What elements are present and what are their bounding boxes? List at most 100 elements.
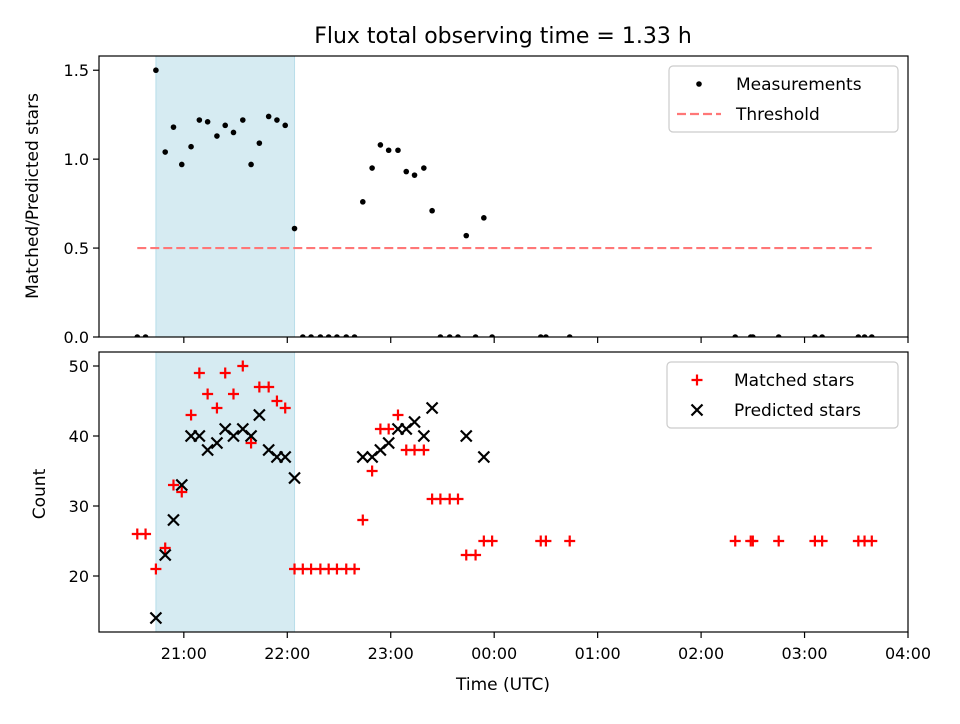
- matched-stars-point-23: [331, 563, 343, 575]
- predicted-stars-point-5: [193, 429, 206, 443]
- measurement-point-50: [819, 334, 825, 337]
- predicted-stars-point-6: [201, 443, 214, 457]
- predicted-stars-point-2: [167, 513, 180, 527]
- measurement-point-51: [855, 334, 862, 337]
- measurement-point-52: [861, 334, 868, 337]
- measurement-point-13: [248, 161, 254, 168]
- bottom-y-tick-label-2: 40: [69, 427, 89, 446]
- predicted-stars-point-1: [158, 548, 172, 562]
- chart-title: Flux total observing time = 1.33 h: [314, 24, 692, 49]
- measurement-point-48: [775, 334, 782, 337]
- matched-stars-point-30: [392, 409, 404, 421]
- bottom-y-tick-label-3: 50: [69, 357, 89, 376]
- predicted-stars-point-27: [477, 450, 491, 464]
- matched-stars-point-16: [271, 395, 283, 407]
- matched-stars-point-47: [747, 535, 759, 547]
- top-y-tick-label-3: 1.5: [64, 61, 89, 80]
- measurement-point-27: [369, 165, 375, 171]
- measurement-point-4: [170, 124, 177, 130]
- matched-stars-point-3: [159, 542, 171, 554]
- legend-label-threshold: Threshold: [735, 105, 820, 125]
- measurement-point-40: [481, 215, 487, 221]
- matched-stars-point-20: [305, 563, 317, 575]
- predicted-stars-point-11: [244, 429, 258, 443]
- predicted-stars-point-25: [425, 401, 439, 415]
- measurement-point-7: [196, 117, 203, 123]
- bottom-axes-frame: [98, 351, 909, 633]
- matched-stars-point-8: [202, 388, 214, 400]
- matched-stars-point-4: [167, 479, 179, 491]
- matched-stars-point-13: [245, 437, 257, 449]
- measurement-point-42: [537, 334, 544, 337]
- predicted-stars-point-26: [459, 429, 473, 443]
- bottom-legend-box: [666, 361, 899, 429]
- bottom-legend: Matched stars Predicted stars: [666, 361, 899, 429]
- measurement-point-29: [385, 147, 392, 154]
- x-tick-label-0: 21:00: [161, 644, 207, 663]
- bottom-panel: 20 30 40 50 21:00 22:00 23:00 00:00 01:00 02:00 03…: [69, 351, 931, 663]
- matched-stars-point-2: [150, 563, 162, 575]
- predicted-stars-point-0: [149, 611, 163, 625]
- measurement-point-53: [868, 334, 875, 337]
- matched-stars-point-53: [866, 535, 878, 547]
- x-tick-label-5: 02:00: [678, 644, 724, 663]
- legend-label-predicted-stars: Predicted stars: [734, 401, 861, 421]
- measurement-point-22: [325, 334, 332, 337]
- bottom-y-tick-label-0: 20: [69, 567, 89, 586]
- measurement-point-35: [437, 334, 444, 337]
- measurement-point-20: [308, 334, 314, 337]
- x-tick-label-7: 04:00: [885, 644, 931, 663]
- matched-stars-point-9: [211, 402, 223, 414]
- matched-stars-point-25: [349, 563, 361, 575]
- measurement-point-41: [489, 334, 495, 337]
- measurement-point-17: [282, 122, 289, 129]
- matched-stars-point-50: [816, 535, 828, 547]
- measurement-point-9: [214, 133, 220, 139]
- measurement-point-5: [178, 161, 185, 168]
- top-legend: Measurements Threshold: [668, 65, 899, 133]
- measurement-point-37: [455, 334, 461, 337]
- matched-stars-point-6: [185, 409, 197, 421]
- measurement-point-3: [162, 149, 169, 155]
- matched-stars-point-1: [140, 528, 152, 540]
- measurement-point-38: [463, 232, 470, 239]
- legend-label-measurements: Measurements: [736, 75, 862, 95]
- measurement-point-0: [134, 334, 141, 337]
- legend-predicted-stars-marker: [690, 403, 704, 417]
- measurement-point-6: [188, 143, 194, 150]
- measurement-point-28: [377, 142, 384, 148]
- x-axis-label: Time (UTC): [455, 675, 550, 695]
- matched-stars-point-44: [564, 535, 576, 547]
- top-panel: 0.0 0.5 1.0 1.5 Measurements Threshold: [64, 55, 909, 347]
- x-tick-label-1: 22:00: [264, 644, 310, 663]
- measurement-point-33: [421, 165, 427, 171]
- predicted-stars-point-24: [417, 429, 431, 443]
- x-tick-label-6: 03:00: [781, 644, 827, 663]
- matched-stars-point-14: [253, 381, 265, 393]
- matched-stars-point-35: [434, 493, 446, 505]
- predicted-stars-point-12: [253, 408, 266, 422]
- x-tick-label-3: 00:00: [471, 644, 517, 663]
- x-tick-label-2: 23:00: [368, 644, 414, 663]
- matched-stars-point-39: [470, 549, 482, 561]
- legend-label-matched-stars: Matched stars: [734, 371, 854, 391]
- matched-stars-point-41: [486, 535, 498, 547]
- top-y-tick-label-0: 0.0: [64, 328, 89, 347]
- measurement-point-19: [300, 334, 306, 337]
- top-y-axis-label: Matched/Predicted stars: [23, 93, 43, 299]
- matched-stars-point-38: [460, 549, 472, 561]
- measurement-point-16: [274, 117, 280, 123]
- measurement-point-36: [446, 334, 453, 337]
- bottom-y-axis-label: Count: [30, 468, 50, 519]
- matched-stars-point-33: [418, 444, 430, 456]
- matched-stars-point-26: [357, 514, 369, 526]
- matched-stars-point-5: [176, 486, 188, 498]
- bottom-series-1: [149, 401, 491, 625]
- top-plot-area: [134, 56, 875, 337]
- matched-stars-point-7: [193, 367, 205, 379]
- measurement-point-39: [472, 334, 479, 337]
- predicted-stars-point-7: [210, 436, 224, 450]
- top-y-tick-label-2: 1.0: [64, 150, 89, 169]
- predicted-stars-point-20: [382, 436, 395, 450]
